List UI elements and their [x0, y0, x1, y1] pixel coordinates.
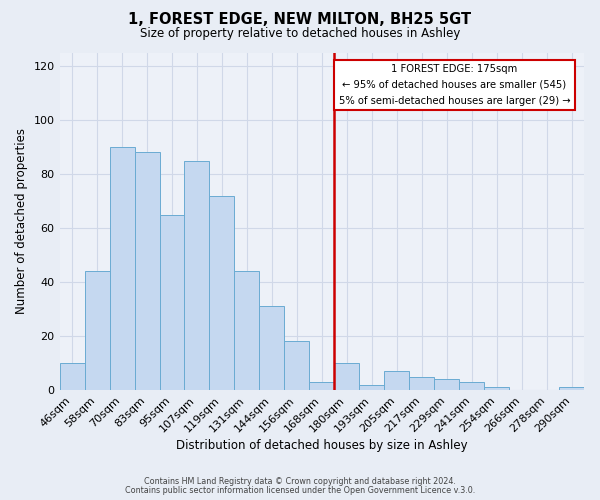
Bar [85, 272, 110, 390]
Y-axis label: Number of detached properties: Number of detached properties [15, 128, 28, 314]
Text: Contains HM Land Registry data © Crown copyright and database right 2024.: Contains HM Land Registry data © Crown c… [144, 477, 456, 486]
Bar [59, 363, 85, 390]
Bar [385, 371, 409, 390]
Bar [334, 363, 359, 390]
Bar [259, 306, 284, 390]
Text: 1, FOREST EDGE, NEW MILTON, BH25 5GT: 1, FOREST EDGE, NEW MILTON, BH25 5GT [128, 12, 472, 28]
Text: Contains public sector information licensed under the Open Government Licence v.: Contains public sector information licen… [125, 486, 475, 495]
Bar [235, 272, 259, 390]
Bar [310, 382, 334, 390]
Bar [209, 196, 235, 390]
Bar [359, 384, 385, 390]
Bar [134, 152, 160, 390]
Bar [284, 342, 310, 390]
Bar [484, 388, 509, 390]
Bar [559, 388, 584, 390]
Bar [110, 147, 134, 390]
Bar [460, 382, 484, 390]
X-axis label: Distribution of detached houses by size in Ashley: Distribution of detached houses by size … [176, 440, 468, 452]
Bar [434, 380, 460, 390]
Bar [409, 376, 434, 390]
Bar [184, 160, 209, 390]
Bar [160, 214, 184, 390]
Text: 1 FOREST EDGE: 175sqm
← 95% of detached houses are smaller (545)
5% of semi-deta: 1 FOREST EDGE: 175sqm ← 95% of detached … [338, 64, 570, 106]
Text: Size of property relative to detached houses in Ashley: Size of property relative to detached ho… [140, 28, 460, 40]
